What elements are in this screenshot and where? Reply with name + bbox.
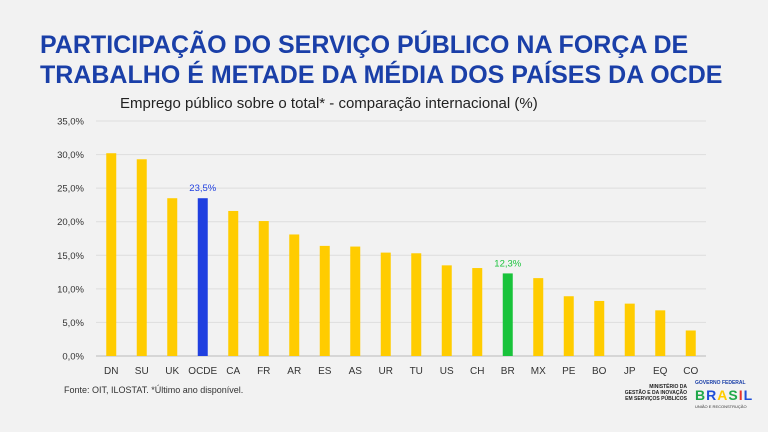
bar-jp xyxy=(624,303,635,356)
gov-logo-bottom: UNIÃO E RECONSTRUÇÃO xyxy=(695,404,747,409)
brasil-letter: S xyxy=(728,387,739,403)
ministry-logo: MINISTÉRIO DA GESTÃO E DA INOVAÇÃO EM SE… xyxy=(615,384,687,402)
y-tick-label: 35,0% xyxy=(57,117,84,128)
bar-es xyxy=(319,245,330,356)
x-tick-label: EQ xyxy=(653,366,668,377)
bar-ch xyxy=(472,268,483,356)
brasil-letter: I xyxy=(738,387,744,403)
bar-br xyxy=(502,273,513,356)
bar-uk xyxy=(167,198,178,356)
ministry-line-1: MINISTÉRIO DA xyxy=(649,384,687,390)
bar-fr xyxy=(258,221,269,356)
x-tick-label: JP xyxy=(624,366,636,377)
data-label-br: 12,3% xyxy=(494,258,521,269)
bar-dn xyxy=(106,153,117,356)
x-tick-label: DN xyxy=(104,366,118,377)
footer-logos: MINISTÉRIO DA GESTÃO E DA INOVAÇÃO EM SE… xyxy=(615,380,765,410)
chart-subtitle: Emprego público sobre o total* - compara… xyxy=(120,95,538,112)
bar-us xyxy=(441,265,452,356)
x-tick-label: US xyxy=(440,366,454,377)
x-tick-label: AR xyxy=(287,366,301,377)
x-tick-label: UK xyxy=(165,366,179,377)
bar-co xyxy=(685,330,696,356)
brasil-letter: B xyxy=(695,387,707,403)
x-tick-label: MX xyxy=(531,366,546,377)
bar-as xyxy=(350,246,361,356)
brasil-letter: A xyxy=(717,387,729,403)
bar-su xyxy=(136,159,147,356)
bar-ur xyxy=(380,252,391,356)
bar-eq xyxy=(655,310,666,356)
bar-ca xyxy=(228,210,239,356)
ministry-line-3: EM SERVIÇOS PÚBLICOS xyxy=(625,396,687,402)
bar-bo xyxy=(594,300,605,356)
bar-ocde xyxy=(197,198,208,356)
y-tick-label: 10,0% xyxy=(57,284,84,295)
x-tick-label: CA xyxy=(226,366,240,377)
brasil-letter: L xyxy=(743,387,754,403)
y-tick-label: 20,0% xyxy=(57,217,84,228)
brasil-mark: BRASIL xyxy=(695,387,753,403)
ministry-line-2: GESTÃO E DA INOVAÇÃO xyxy=(624,390,687,396)
x-tick-label: CO xyxy=(683,366,698,377)
y-tick-label: 25,0% xyxy=(57,184,84,195)
x-tick-label: TU xyxy=(410,366,423,377)
gov-federal-logo: GOVERNO FEDERAL BRASIL UNIÃO E RECONSTRU… xyxy=(695,380,765,410)
bar-pe xyxy=(563,296,574,356)
x-tick-label: SU xyxy=(135,366,149,377)
x-tick-label: PE xyxy=(562,366,576,377)
brasil-letter: R xyxy=(706,387,718,403)
y-tick-label: 5,0% xyxy=(62,318,84,329)
x-tick-label: BR xyxy=(501,366,515,377)
y-tick-label: 0,0% xyxy=(62,352,84,363)
x-tick-label: FR xyxy=(257,366,270,377)
x-tick-label: ES xyxy=(318,366,332,377)
x-tick-label: AS xyxy=(349,366,363,377)
source-note: Fonte: OIT, ILOSTAT. *Último ano disponí… xyxy=(64,385,244,395)
page-title: PARTICIPAÇÃO DO SERVIÇO PÚBLICO NA FORÇA… xyxy=(40,31,723,89)
y-tick-label: 30,0% xyxy=(57,150,84,161)
gov-logo-top: GOVERNO FEDERAL xyxy=(695,380,746,386)
bar-ar xyxy=(289,234,300,356)
x-tick-label: OCDE xyxy=(188,366,217,377)
x-tick-label: CH xyxy=(470,366,484,377)
data-label-ocde: 23,5% xyxy=(189,183,216,194)
bar-mx xyxy=(533,278,544,356)
x-tick-label: UR xyxy=(379,366,393,377)
bar-tu xyxy=(411,253,422,356)
x-tick-label: BO xyxy=(592,366,607,377)
y-tick-label: 15,0% xyxy=(57,251,84,262)
